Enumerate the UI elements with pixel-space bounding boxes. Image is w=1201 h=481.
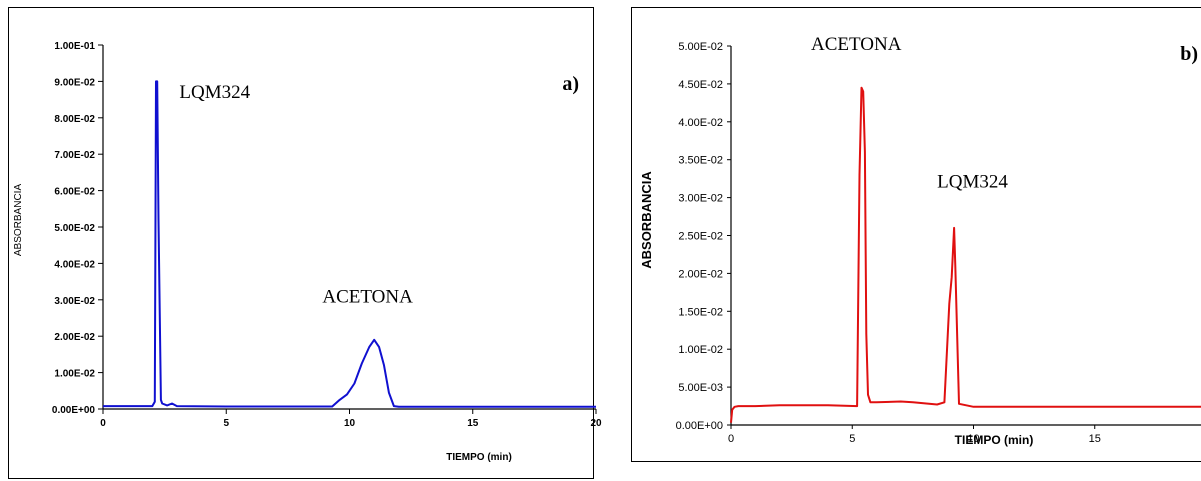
y-tick-label-b: 5.00E-03 (678, 382, 723, 394)
y-tick-label-b: 4.50E-02 (678, 79, 723, 91)
x-tick-label-a: 15 (467, 418, 479, 429)
peak-annotation-a: LQM324 (179, 82, 250, 103)
y-tick-label-b: 3.50E-02 (678, 155, 723, 167)
y-tick-label-b: 1.50E-02 (678, 306, 723, 318)
y-tick-label-a: 7.00E-02 (54, 150, 95, 161)
y-tick-label-b: 3.00E-02 (678, 193, 723, 205)
y-tick-label-a: 8.00E-02 (54, 114, 95, 125)
y-tick-label-b: 2.00E-02 (678, 268, 723, 280)
y-axis-title-a-text: ABSORBANCIA (13, 184, 24, 257)
y-tick-label-b: 0.00E+00 (676, 420, 723, 432)
x-tick-label-b: 5 (849, 433, 855, 445)
y-tick-label-a: 2.00E-02 (54, 332, 95, 343)
chart-b-svg: ABSORBANCIA TIEMPO (min) b) 0.00E+00 5.00… (639, 34, 1201, 447)
y-tick-label-a: 4.00E-02 (54, 259, 95, 270)
series-line-b (730, 86, 1201, 423)
y-tick-label-b: 1.00E-02 (678, 344, 723, 356)
x-tick-label-b: 10 (967, 433, 979, 445)
peak-annotation-b: LQM324 (937, 172, 1008, 193)
x-axis-title-b: TIEMPO (min) (955, 433, 1034, 447)
y-tick-label-b: 4.00E-02 (678, 117, 723, 129)
y-tick-label-a: 9.00E-02 (54, 77, 95, 88)
chart-a-svg: ABSORBANCIA TIEMPO (min) a) 0.00E+00 1.00… (13, 41, 602, 463)
peak-annotation-b: ACETONA (811, 34, 902, 55)
y-tick-label-a: 1.00E-01 (54, 41, 95, 52)
x-axis-title-a: TIEMPO (min) (446, 452, 512, 463)
y-tick-label-b: 2.50E-02 (678, 231, 723, 243)
x-tick-label-b: 0 (728, 433, 734, 445)
y-axis-title-a: ABSORBANCIA (13, 184, 24, 257)
y-axis-title-b: ABSORBANCIA (639, 171, 654, 269)
chart-panel-a: ABSORBANCIA TIEMPO (min) a) 0.00E+00 1.00… (8, 7, 602, 479)
panel-label-b: b) (1180, 43, 1198, 65)
peak-annotation-a: ACETONA (322, 286, 413, 307)
y-tick-label-a: 6.00E-02 (54, 187, 95, 198)
x-tick-label-a: 20 (590, 418, 602, 429)
y-axis-title-b-text: ABSORBANCIA (639, 171, 654, 269)
y-tick-label-b: 5.00E-02 (678, 41, 723, 53)
chart-panel-b: ABSORBANCIA TIEMPO (min) b) 0.00E+00 5.00… (631, 7, 1201, 462)
x-tick-label-a: 0 (100, 418, 106, 429)
series-line-a (103, 80, 596, 408)
y-tick-label-a: 3.00E-02 (54, 296, 95, 307)
x-tick-label-b: 15 (1089, 433, 1101, 445)
x-tick-label-a: 5 (223, 418, 229, 429)
y-tick-label-a: 1.00E-02 (54, 369, 95, 380)
y-tick-label-a: 5.00E-02 (54, 223, 95, 234)
x-tick-label-a: 10 (344, 418, 356, 429)
y-tick-label-a: 0.00E+00 (52, 405, 96, 416)
panel-label-a: a) (562, 73, 579, 95)
